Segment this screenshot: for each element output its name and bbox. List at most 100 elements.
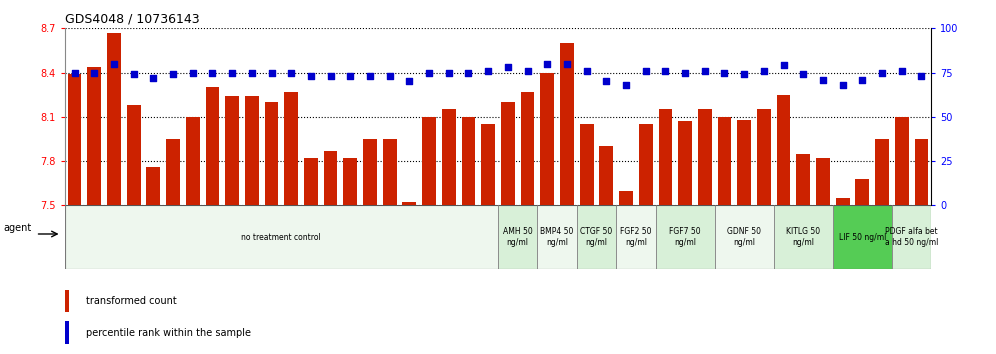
Bar <box>481 124 495 205</box>
Point <box>362 73 377 79</box>
Point <box>264 70 280 75</box>
Bar <box>894 117 908 205</box>
Bar <box>382 139 396 205</box>
Point <box>657 68 673 74</box>
Bar <box>245 96 259 205</box>
Bar <box>186 117 199 205</box>
Bar <box>68 74 82 205</box>
Bar <box>324 151 338 205</box>
Bar <box>541 73 554 205</box>
Point <box>559 61 575 67</box>
Text: KITLG 50
ng/ml: KITLG 50 ng/ml <box>786 228 821 247</box>
Point <box>637 68 653 74</box>
Point <box>716 70 732 75</box>
Text: PDGF alfa bet
a hd 50 ng/ml: PDGF alfa bet a hd 50 ng/ml <box>884 228 938 247</box>
Text: FGF7 50
ng/ml: FGF7 50 ng/ml <box>669 228 701 247</box>
Bar <box>498 205 538 269</box>
Point <box>697 68 713 74</box>
Bar <box>777 95 791 205</box>
Bar <box>521 92 535 205</box>
Point <box>893 68 909 74</box>
Text: AMH 50
ng/ml: AMH 50 ng/ml <box>503 228 533 247</box>
Bar <box>442 109 455 205</box>
Bar <box>560 43 574 205</box>
Point <box>381 73 397 79</box>
Point <box>599 79 615 84</box>
Bar <box>774 205 833 269</box>
Point <box>244 70 260 75</box>
Bar <box>638 124 652 205</box>
Bar <box>265 102 279 205</box>
Text: percentile rank within the sample: percentile rank within the sample <box>87 328 251 338</box>
Point <box>224 70 240 75</box>
Text: GDS4048 / 10736143: GDS4048 / 10736143 <box>65 13 199 26</box>
Bar <box>108 33 121 205</box>
Bar <box>737 120 751 205</box>
Point <box>185 70 201 75</box>
Point <box>619 82 634 88</box>
Bar <box>166 139 180 205</box>
Bar <box>698 109 712 205</box>
Bar <box>344 158 358 205</box>
Point <box>343 73 359 79</box>
Bar <box>225 96 239 205</box>
Point <box>323 73 339 79</box>
Point <box>756 68 772 74</box>
Point <box>441 70 457 75</box>
Bar <box>655 205 715 269</box>
Point <box>204 70 220 75</box>
Bar <box>678 121 692 205</box>
Bar <box>620 190 632 205</box>
Point <box>795 72 811 77</box>
Point <box>500 64 516 70</box>
Text: BMP4 50
ng/ml: BMP4 50 ng/ml <box>541 228 574 247</box>
Point <box>460 70 476 75</box>
Bar <box>65 205 498 269</box>
Bar <box>146 167 160 205</box>
Text: GDNF 50
ng/ml: GDNF 50 ng/ml <box>727 228 761 247</box>
Point <box>539 61 555 67</box>
Point <box>520 68 536 74</box>
Bar <box>402 202 416 205</box>
Point <box>736 72 752 77</box>
Point <box>125 72 141 77</box>
Bar <box>875 139 888 205</box>
Point <box>67 70 83 75</box>
Point <box>835 82 851 88</box>
Bar <box>580 124 594 205</box>
Bar <box>284 92 298 205</box>
Bar <box>715 205 774 269</box>
Point <box>106 61 122 67</box>
Point <box>815 77 831 82</box>
Bar <box>816 158 830 205</box>
Bar <box>833 205 891 269</box>
Bar <box>205 87 219 205</box>
Point <box>165 72 181 77</box>
Point <box>480 68 496 74</box>
Bar <box>65 321 69 344</box>
Bar <box>891 205 931 269</box>
Bar <box>600 146 614 205</box>
Point <box>579 68 595 74</box>
Point <box>303 73 319 79</box>
Point <box>401 79 417 84</box>
Bar <box>501 102 515 205</box>
Bar <box>797 154 810 205</box>
Point <box>87 70 103 75</box>
Text: no treatment control: no treatment control <box>241 233 322 242</box>
Bar <box>364 139 376 205</box>
Bar <box>126 105 140 205</box>
Text: agent: agent <box>3 223 32 233</box>
Point <box>855 77 871 82</box>
Bar <box>658 109 672 205</box>
Point <box>677 70 693 75</box>
Point <box>145 75 161 81</box>
Point <box>283 70 299 75</box>
Point <box>776 63 792 68</box>
Bar <box>856 179 870 205</box>
Point <box>874 70 890 75</box>
Bar <box>757 109 771 205</box>
Bar <box>538 205 577 269</box>
Bar <box>461 117 475 205</box>
Bar <box>836 198 850 205</box>
